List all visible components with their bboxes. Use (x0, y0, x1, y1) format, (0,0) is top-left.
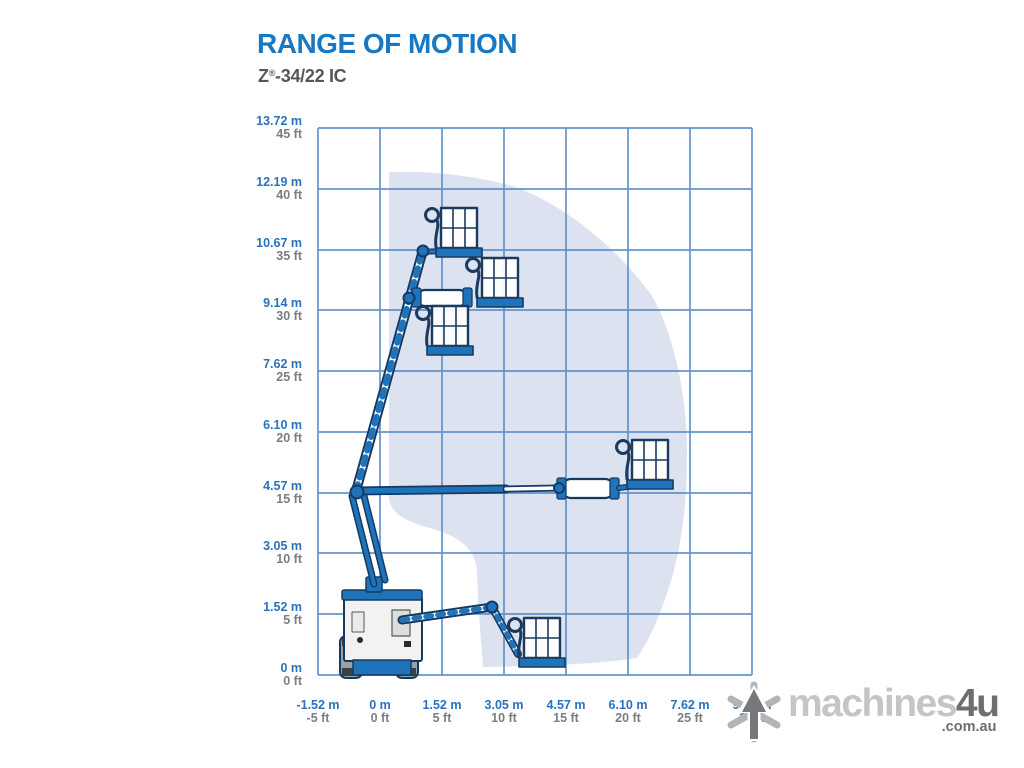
watermark-domain: .com.au (941, 719, 997, 735)
boom-position-lowered (397, 602, 522, 658)
page-title: RANGE OF MOTION (257, 28, 518, 59)
model-designation: Z®-34/22 IC (258, 66, 347, 87)
x-axis-tick: 7.62 m 25 ft (670, 698, 710, 725)
y-axis-tick: 12.19 m 40 ft (256, 175, 302, 202)
boom-joints (349, 244, 565, 614)
y-axis-tick: 13.72 m 45 ft (256, 114, 302, 141)
boom-position-raised (351, 245, 473, 496)
boom-lift-machine (339, 206, 675, 679)
motion-envelope-region (389, 171, 687, 667)
watermark-brand-4u: 4u (955, 682, 1000, 725)
model-suffix: -34/22 IC (275, 66, 347, 86)
y-axis-tick: 6.10 m 20 ft (263, 418, 302, 445)
y-axis-tick: 10.67 m 35 ft (256, 236, 302, 263)
riser-arms (348, 488, 389, 588)
y-axis-tick: 7.62 m 25 ft (263, 357, 302, 384)
y-axis-tick: 4.57 m 15 ft (263, 479, 302, 506)
x-axis-tick: 4.57 m 15 ft (546, 698, 586, 725)
watermark-brand: machines (788, 682, 957, 725)
machines4u-watermark: machines4u .com.au (722, 678, 1000, 746)
model-prefix: Z (258, 66, 269, 86)
chassis (339, 576, 423, 679)
x-axis-tick: -1.52 m -5 ft (296, 698, 340, 725)
x-axis-tick: 3.05 m 10 ft (484, 698, 524, 725)
machines4u-star-icon (727, 681, 781, 743)
machines4u-logo-text: machines4u .com.au (788, 684, 1000, 735)
y-axis-tick: 9.14 m 30 ft (263, 296, 302, 323)
grid-lines (317, 127, 753, 676)
registered-trademark-symbol: ® (268, 68, 276, 78)
y-axis-tick: 3.05 m 10 ft (263, 539, 302, 566)
x-axis-tick: 6.10 m 20 ft (608, 698, 648, 725)
